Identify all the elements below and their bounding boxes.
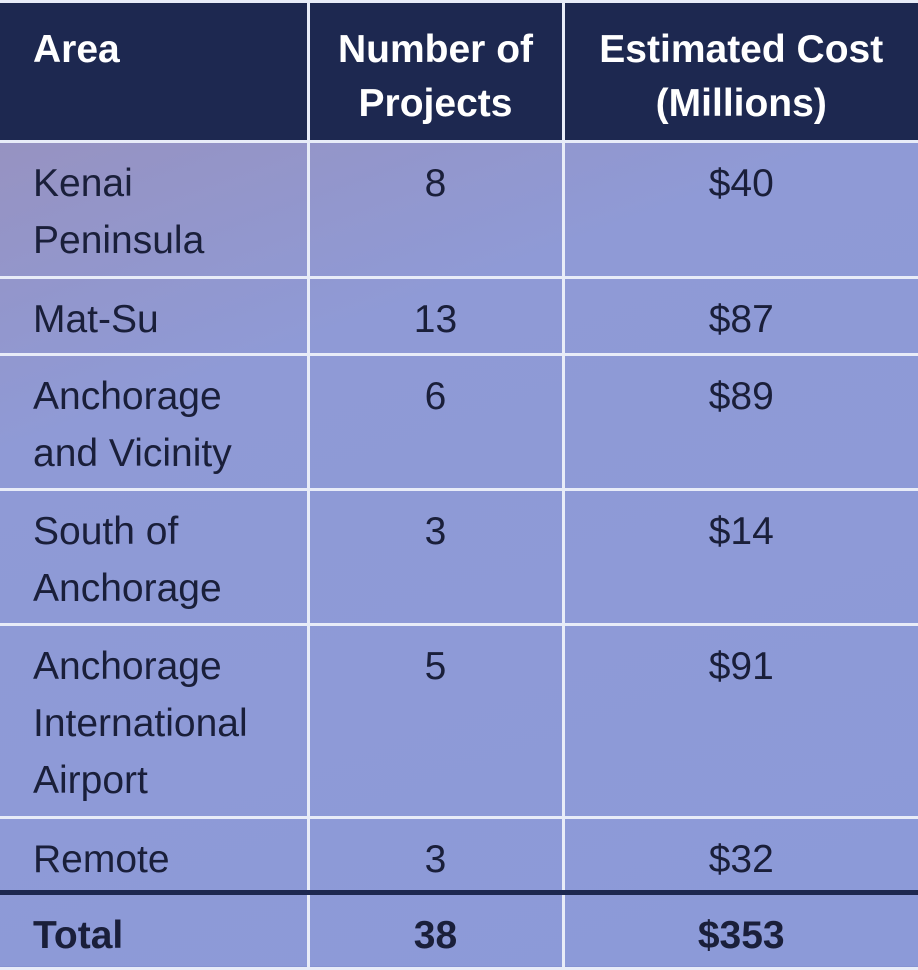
total-row: Total 38 $353 xyxy=(0,890,918,970)
table-cell: $91 xyxy=(561,623,918,819)
table-cell: $40 xyxy=(561,140,918,279)
header-row: Area Number of Projects Estimated Cost (… xyxy=(0,0,918,143)
data-row: Mat-Su 13 $87 xyxy=(0,276,918,356)
data-row: South of Anchorage 3 $14 xyxy=(0,488,918,626)
table-cell: $32 xyxy=(561,816,918,894)
table-cell: 38 xyxy=(306,890,565,970)
data-row: Kenai Peninsula 8 $40 xyxy=(0,140,918,279)
table-cell: Kenai Peninsula xyxy=(0,140,310,279)
table-cell: $14 xyxy=(561,488,918,626)
table-cell: Mat-Su xyxy=(0,276,310,356)
header-cell: Estimated Cost (Millions) xyxy=(561,0,918,143)
data-row: Remote 3 $32 xyxy=(0,816,918,894)
table-cell: 5 xyxy=(306,623,565,819)
table-cell: 13 xyxy=(306,276,565,356)
table-cell: 8 xyxy=(306,140,565,279)
data-row: Anchorage International Airport 5 $91 xyxy=(0,623,918,819)
table-cell: $353 xyxy=(561,890,918,970)
table-cell: Anchorage International Airport xyxy=(0,623,310,819)
table-cell: 3 xyxy=(306,488,565,626)
header-cell: Number of Projects xyxy=(306,0,565,143)
data-row: Anchorage and Vicinity 6 $89 xyxy=(0,353,918,491)
table-body: Kenai Peninsula 8 $40 Mat-Su 13 $87 Anchorage … xyxy=(0,140,918,970)
table-cell: Anchorage and Vicinity xyxy=(0,353,310,491)
table-cell: 6 xyxy=(306,353,565,491)
table-cell: $89 xyxy=(561,353,918,491)
table-cell: 3 xyxy=(306,816,565,894)
table-cell: $87 xyxy=(561,276,918,356)
table-cell: Remote xyxy=(0,816,310,894)
table-cell: Total xyxy=(0,890,310,970)
table-cell: South of Anchorage xyxy=(0,488,310,626)
header-cell: Area xyxy=(0,0,310,143)
